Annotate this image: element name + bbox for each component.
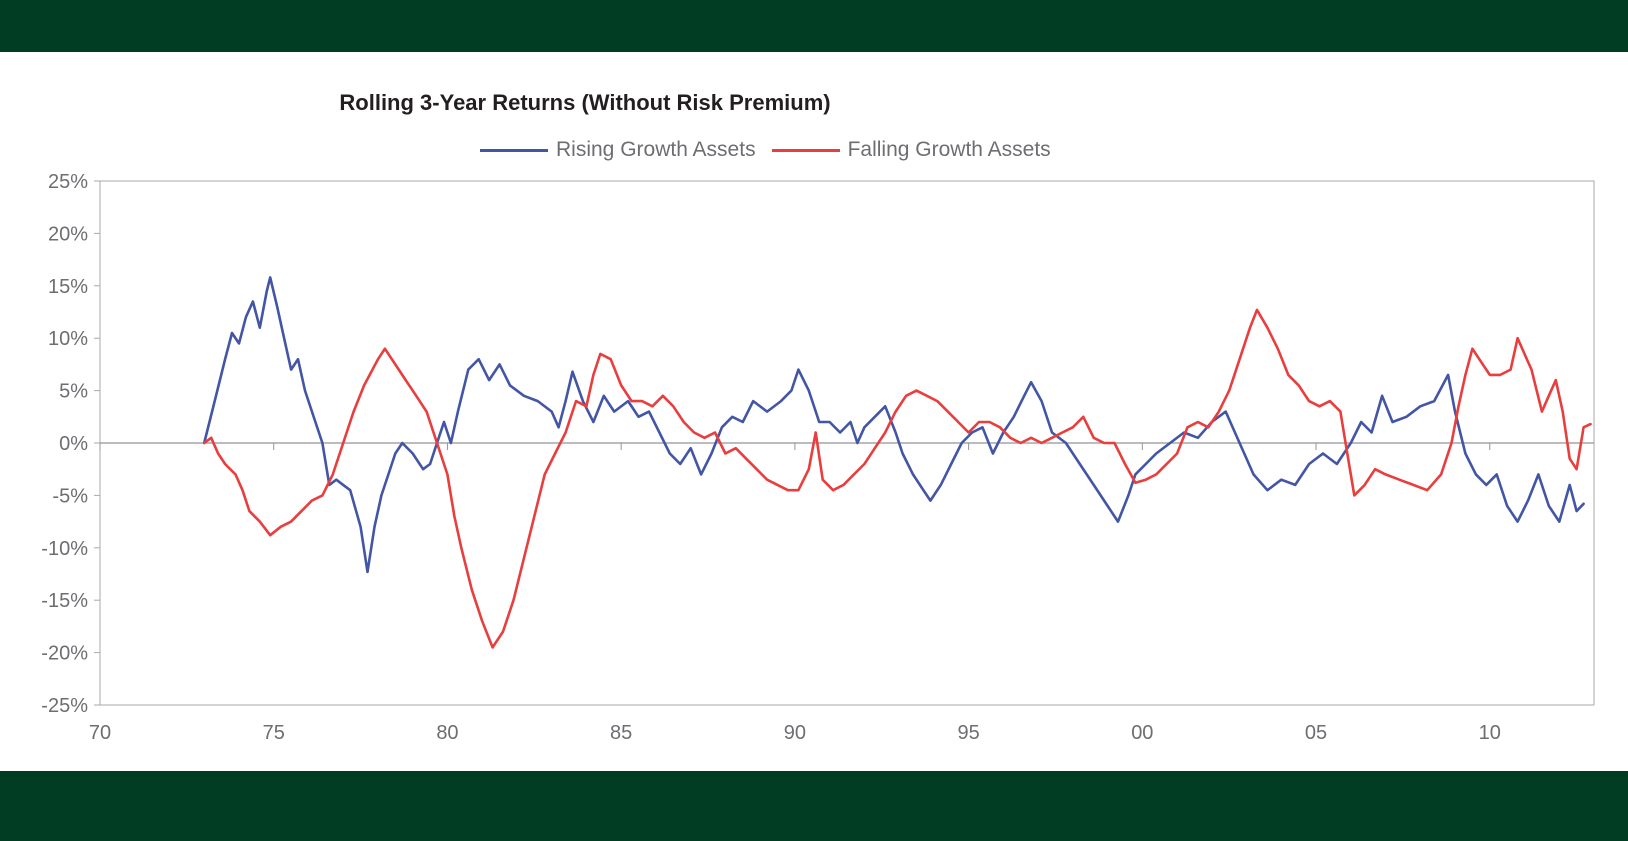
slide-canvas — [0, 52, 1628, 771]
legend-item-rising: Rising Growth Assets — [480, 138, 756, 162]
x-tick-label: 80 — [436, 722, 458, 744]
x-tick-label: 75 — [263, 722, 285, 744]
x-tick-label: 95 — [957, 722, 979, 744]
y-tick-label: -15% — [41, 590, 88, 612]
x-tick-label: 10 — [1479, 722, 1501, 744]
y-tick-label: 15% — [48, 276, 88, 298]
legend-swatch-rising — [480, 148, 548, 152]
series-line-rising — [202, 276, 1585, 574]
y-tick-label: -5% — [52, 485, 88, 507]
line-chart: 25% 20% 15% 10% 5% 0% -5% -10% -15% -20% -25%70 75 8… — [41, 171, 1595, 744]
y-tick-label: 5% — [59, 381, 88, 403]
y-tick-label: 10% — [48, 328, 88, 350]
legend-label-falling: Falling Growth Assets — [847, 138, 1051, 161]
chart-legend: Rising Growth Assets Falling Growth Asse… — [480, 136, 1051, 164]
y-tick-label: 25% — [48, 171, 88, 193]
legend-swatch-falling — [771, 148, 840, 152]
y-tick-label: -20% — [41, 643, 88, 665]
top-banner — [0, 0, 1628, 52]
x-tick-label: 70 — [89, 722, 111, 744]
y-tick-label: 20% — [48, 223, 88, 245]
x-tick-label: 00 — [1131, 722, 1153, 744]
legend-label-rising: Rising Growth Assets — [556, 138, 756, 161]
chart-title: Rolling 3-Year Returns (Without Risk Pre… — [339, 90, 831, 115]
y-tick-label: 0% — [59, 433, 88, 455]
y-tick-label: -10% — [41, 538, 88, 560]
y-tick-label: -25% — [41, 695, 88, 717]
x-tick-label: 05 — [1305, 722, 1327, 744]
legend-item-falling: Falling Growth Assets — [771, 138, 1051, 162]
x-tick-label: 85 — [610, 722, 632, 744]
bottom-banner — [0, 771, 1628, 841]
series-line-falling — [202, 308, 1592, 649]
x-tick-label: 90 — [784, 722, 806, 744]
